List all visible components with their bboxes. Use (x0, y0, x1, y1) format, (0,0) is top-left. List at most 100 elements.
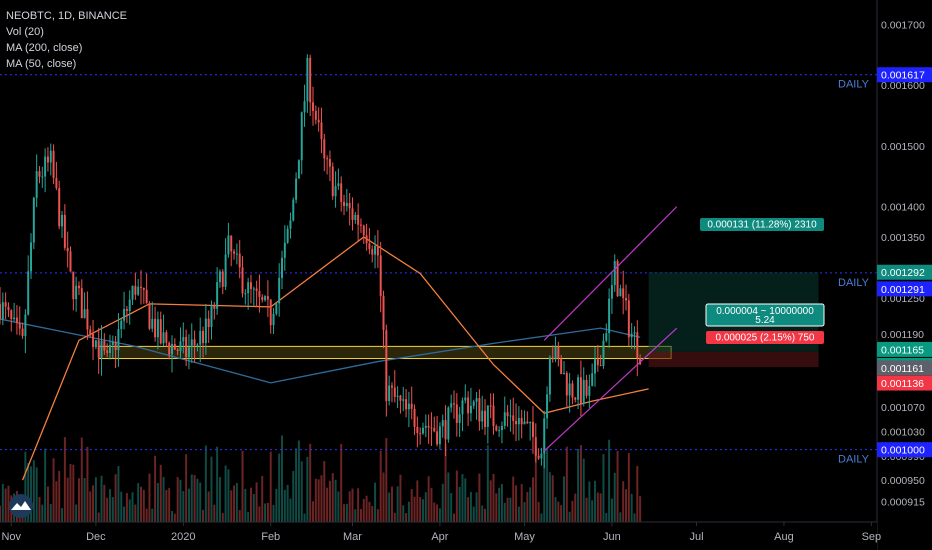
candle-body (472, 401, 475, 406)
volume-bar (275, 488, 278, 522)
candle-body (281, 257, 283, 278)
volume-bar (182, 491, 185, 522)
symbol-title[interactable]: NEOBTC, 1D, BINANCE (6, 10, 128, 22)
candle-body (326, 158, 329, 160)
volume-bar (588, 481, 591, 522)
volume-bar (478, 473, 481, 522)
volume-bar (66, 477, 69, 522)
candle-body (399, 395, 402, 401)
study-ma50[interactable]: MA (50, close) (6, 58, 77, 70)
candle-body (599, 365, 602, 367)
candle-body (469, 405, 472, 414)
volume-bar (362, 498, 365, 522)
candle-body (233, 251, 236, 254)
candle-body (546, 394, 549, 419)
candle-body (244, 293, 247, 295)
price-tag: 0.001292 (881, 267, 925, 279)
candle-body (461, 400, 464, 415)
study-vol[interactable]: Vol (20) (6, 26, 44, 38)
volume-bar (162, 476, 165, 522)
candle-body (565, 373, 568, 396)
candle-body (526, 421, 529, 424)
volume-bar (46, 486, 49, 522)
volume-bar (258, 506, 261, 522)
entry-label: 0.000004 ~ 10000000 (716, 306, 814, 317)
candle-body (560, 358, 563, 375)
candle-body (467, 397, 470, 414)
price-tag-bg (877, 360, 932, 376)
study-ma200[interactable]: MA (200, close) (6, 42, 83, 54)
candle-body (275, 303, 278, 314)
volume-bar (207, 491, 210, 522)
volume-bar (441, 483, 444, 522)
candle-body (123, 308, 126, 321)
candle-body (447, 407, 450, 440)
candle-body (503, 412, 506, 426)
candle-body (594, 359, 596, 374)
candle-body (464, 397, 467, 401)
candle-body (416, 426, 419, 434)
volume-bar (278, 453, 281, 522)
candle-body (622, 288, 625, 299)
volume-bar (520, 484, 523, 522)
volume-bar (399, 474, 402, 522)
candle-body (323, 139, 326, 159)
volume-bar (55, 481, 58, 522)
volume-bar (416, 480, 419, 522)
candle-body (458, 414, 461, 423)
candle-body (354, 214, 357, 221)
candle-body (4, 302, 7, 307)
candle-body (396, 395, 399, 397)
price-tick-label: 0.001400 (881, 202, 925, 214)
volume-bar (613, 472, 616, 522)
candle-body (72, 271, 75, 300)
volume-bar (529, 487, 532, 522)
candle-body (165, 332, 168, 343)
candle-body (179, 341, 182, 352)
entry-sub-label: 5.24 (755, 315, 775, 326)
volume-bar (526, 491, 529, 522)
volume-bar (272, 504, 275, 522)
volume-bar (92, 485, 95, 522)
volume-bar (326, 487, 329, 522)
volume-bar (486, 445, 489, 522)
volume-bar (515, 485, 518, 522)
candle-body (314, 110, 317, 120)
target-label: 0.000131 (11.28%) 2310 (707, 220, 817, 231)
candle-body (52, 150, 55, 178)
daily-label: DAILY (838, 454, 870, 466)
candle-body (557, 346, 560, 359)
volume-bar (97, 512, 100, 522)
candle-body (61, 214, 64, 227)
volume-bar (503, 502, 506, 522)
candle-body (286, 228, 289, 243)
volume-bar (323, 461, 326, 522)
volume-bar (111, 497, 114, 522)
candle-body (252, 288, 255, 290)
volume-bar (390, 486, 393, 522)
candle-body (582, 379, 585, 404)
volume-bar (557, 501, 560, 522)
volume-bar (357, 488, 360, 522)
volume-bar (374, 482, 377, 522)
volume-bar (359, 508, 362, 522)
candle-body (80, 288, 83, 319)
support-zone-box (98, 345, 672, 360)
time-tick-label: Apr (431, 531, 448, 543)
volume-bar (334, 479, 337, 522)
volume-bar (238, 509, 241, 522)
volume-bar (489, 480, 492, 522)
candle-body (405, 399, 408, 410)
tradingview-logo-icon[interactable] (6, 494, 36, 518)
candle-body (1, 302, 4, 320)
volume-bar (117, 466, 120, 522)
candle-body (46, 156, 49, 163)
candle-body (190, 339, 193, 348)
candle-body (410, 403, 413, 409)
candle-body (83, 309, 86, 319)
candle-body (159, 319, 162, 344)
volume-bar (568, 511, 571, 522)
volume-bar (543, 441, 546, 522)
candle-body (390, 385, 393, 388)
